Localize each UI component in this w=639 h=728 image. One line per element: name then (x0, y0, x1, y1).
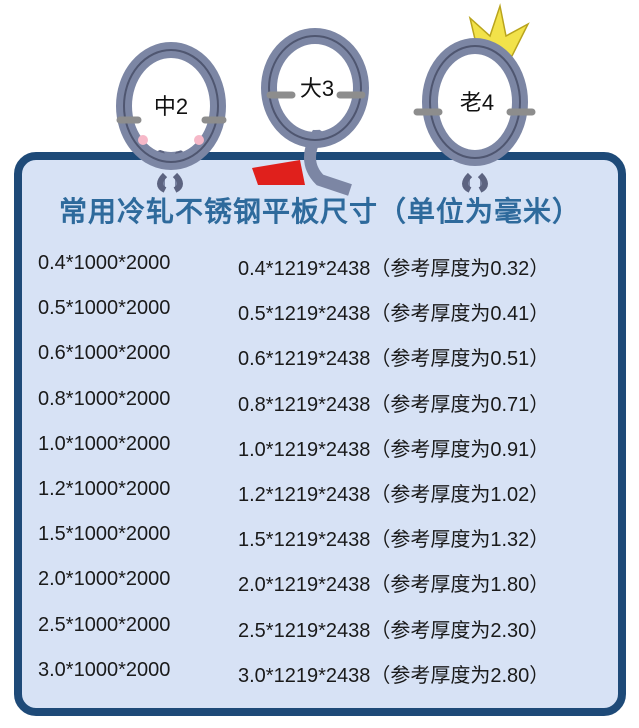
card-title: 常用冷轧不锈钢平板尺寸（单位为毫米） (58, 196, 581, 227)
size-1000x2000: 3.0*1000*2000 (38, 658, 171, 681)
size-1219x2438: 0.8*1219*2438（参考厚度为0.71） (238, 393, 550, 416)
size-1219x2438: 2.0*1219*2438（参考厚度为1.80） (238, 574, 550, 597)
size-1219x2438: 1.5*1219*2438（参考厚度为1.32） (238, 529, 550, 552)
size-1219x2438: 0.4*1219*2438（参考厚度为0.32） (238, 258, 550, 280)
size-1000x2000: 2.5*1000*2000 (38, 613, 171, 636)
character-label: 老4 (460, 90, 494, 115)
size-1000x2000: 0.5*1000*2000 (38, 297, 171, 320)
size-1000x2000: 0.4*1000*2000 (38, 252, 171, 274)
size-1219x2438: 1.0*1219*2438（参考厚度为0.91） (238, 438, 550, 461)
size-1219x2438: 0.5*1219*2438（参考厚度为0.41） (238, 303, 550, 326)
size-1000x2000: 0.6*1000*2000 (38, 342, 171, 365)
size-1000x2000: 1.2*1000*2000 (38, 478, 171, 500)
size-1219x2438: 1.2*1219*2438（参考厚度为1.02） (238, 484, 550, 506)
character-label: 中2 (154, 94, 188, 119)
character-label: 大3 (300, 76, 334, 101)
ring-character-lao4: 老4 (413, 3, 536, 193)
size-1000x2000: 1.5*1000*2000 (38, 523, 171, 546)
size-1219x2438: 2.5*1219*2438（参考厚度为2.30） (238, 619, 550, 642)
ring-character-da3: 大3 (261, 28, 369, 196)
size-1000x2000: 1.0*1000*2000 (38, 432, 171, 455)
size-1219x2438: 3.0*1219*2438（参考厚度为2.80） (238, 664, 550, 687)
ring-characters-illustration: 中2 大3 老4 (116, 3, 536, 196)
cape (252, 160, 305, 185)
ring-character-zhong2: 中2 (116, 42, 227, 193)
size-1000x2000: 2.0*1000*2000 (38, 568, 171, 591)
size-table-card: 常用冷轧不锈钢平板尺寸（单位为毫米） 0.4*1000*2000 0.4*1219… (14, 152, 626, 716)
size-1219x2438: 0.6*1219*2438（参考厚度为0.51） (238, 348, 550, 371)
size-1000x2000: 0.8*1000*2000 (38, 387, 171, 410)
